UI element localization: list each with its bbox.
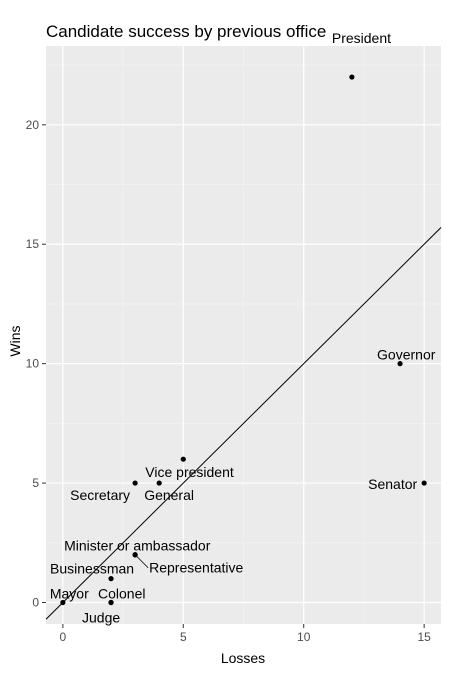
y-tick-label: 0: [32, 596, 39, 610]
point-label: General: [144, 487, 194, 503]
point-label: Senator: [368, 476, 417, 492]
point-label: President: [332, 30, 391, 46]
point-label: Businessman: [50, 561, 134, 577]
data-point: [349, 74, 355, 80]
label-leader-line: [135, 555, 149, 569]
point-label: Mayor: [50, 586, 89, 602]
chart-title: Candidate success by previous office: [46, 22, 326, 41]
x-tick-label: 5: [180, 630, 187, 644]
y-axis-ticks: 0 5 10 15 20: [26, 118, 46, 610]
data-point: [132, 480, 138, 486]
y-tick-label: 5: [32, 476, 39, 490]
y-tick-label: 15: [26, 237, 40, 251]
data-points: [60, 74, 427, 606]
identity-line: [45, 227, 442, 620]
minor-gridlines: [46, 46, 441, 624]
data-point: [60, 599, 66, 606]
point-label: Secretary: [70, 487, 130, 503]
data-point: [108, 576, 114, 582]
reference-line: [45, 227, 442, 620]
data-point: [180, 456, 186, 462]
x-tick-label: 10: [297, 630, 311, 644]
x-tick-label: 0: [60, 630, 67, 644]
point-label: Judge: [82, 610, 120, 626]
x-axis-title: Losses: [221, 650, 265, 666]
data-point: [421, 480, 427, 486]
y-tick-label: 10: [26, 357, 40, 371]
major-gridlines: [46, 46, 441, 624]
x-axis-ticks: 0 5 10 15: [60, 624, 431, 644]
data-point: [156, 480, 162, 486]
point-label: Representative: [149, 560, 243, 576]
y-tick-label: 20: [26, 118, 40, 132]
x-tick-label: 15: [417, 630, 431, 644]
point-label: Minister or ambassador: [64, 538, 211, 554]
data-point: [397, 361, 403, 367]
point-label: Governor: [377, 347, 436, 363]
point-labels: President Governor Senator Vice president Ge…: [50, 30, 436, 625]
point-label: Colonel: [98, 586, 145, 602]
data-point: [108, 599, 114, 606]
y-axis-title: Wins: [7, 325, 23, 356]
point-label: Vice president: [145, 464, 234, 480]
